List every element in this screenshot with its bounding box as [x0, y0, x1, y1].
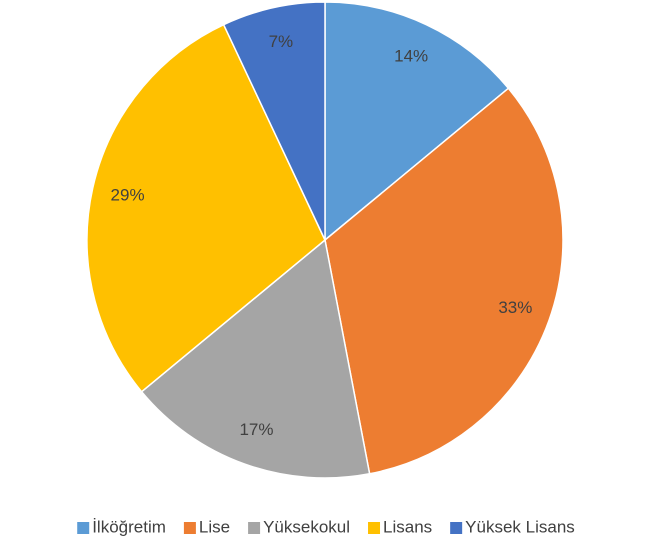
pie-slice [324, 87, 564, 475]
legend-label: Lise [199, 517, 230, 536]
legend-label: İlköğretim [92, 517, 166, 536]
legend-swatch [368, 522, 381, 534]
legend-swatch [450, 522, 463, 534]
data-label: 17% [239, 420, 273, 439]
legend-label: Yüksekokul [263, 517, 350, 536]
data-label: 7% [269, 32, 294, 51]
legend-swatch [77, 522, 90, 534]
legend-label: Yüksek Lisans [465, 517, 575, 536]
data-label: 29% [111, 185, 145, 204]
pie-slice [86, 23, 326, 393]
legend-label: Lisans [383, 517, 432, 536]
legend-swatch [248, 522, 261, 534]
data-label: 14% [394, 46, 428, 65]
pie-slice [324, 1, 510, 242]
pie-slice [222, 1, 326, 241]
legend-swatch [183, 522, 196, 534]
pie-slice [140, 238, 371, 479]
data-label: 33% [498, 298, 532, 317]
